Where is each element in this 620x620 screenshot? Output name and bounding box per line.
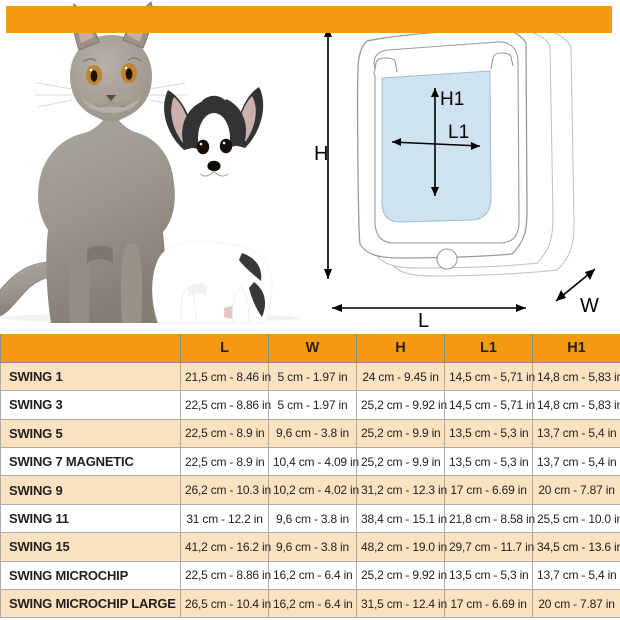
svg-text:L: L [418,310,429,330]
svg-text:L1: L1 [448,122,469,143]
svg-text:H: H [314,143,328,165]
svg-text:W: W [580,295,599,317]
svg-text:H1: H1 [440,89,464,110]
